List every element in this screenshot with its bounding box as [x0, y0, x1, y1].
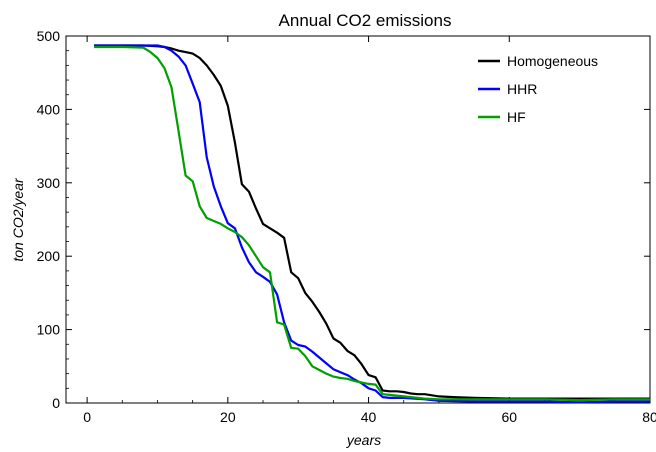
legend-label-homogeneous: Homogeneous — [507, 53, 598, 69]
x-axis-ticks: 0 20 40 60 80 — [83, 36, 656, 425]
plot-border — [65, 35, 651, 404]
x-axis-label: years — [346, 432, 381, 448]
y-axis-label: ton CO2/year — [10, 177, 26, 262]
series-lines — [94, 44, 650, 404]
x-tick-label: 40 — [361, 409, 377, 425]
y-tick-label: 400 — [37, 101, 61, 117]
y-axis-ticks: 0 100 200 300 400 500 — [37, 28, 650, 411]
y-tick-label: 100 — [37, 322, 61, 338]
series-line-hhr — [94, 44, 650, 404]
y-tick-label: 200 — [37, 248, 61, 264]
series-line-homogeneous — [94, 44, 650, 400]
y-tick-label: 500 — [37, 28, 61, 44]
x-tick-label: 20 — [220, 409, 236, 425]
y-tick-label: 0 — [52, 395, 60, 411]
series-line-hf — [94, 45, 650, 402]
x-tick-label: 60 — [501, 409, 517, 425]
legend: Homogeneous HHR HF — [478, 53, 598, 125]
y-tick-label: 300 — [37, 175, 61, 191]
x-tick-label: 80 — [642, 409, 656, 425]
plot-frame — [65, 35, 651, 404]
x-tick-label: 0 — [83, 409, 91, 425]
legend-label-hf: HF — [507, 109, 526, 125]
chart-title: Annual CO2 emissions — [279, 11, 452, 30]
legend-label-hhr: HHR — [507, 81, 537, 97]
